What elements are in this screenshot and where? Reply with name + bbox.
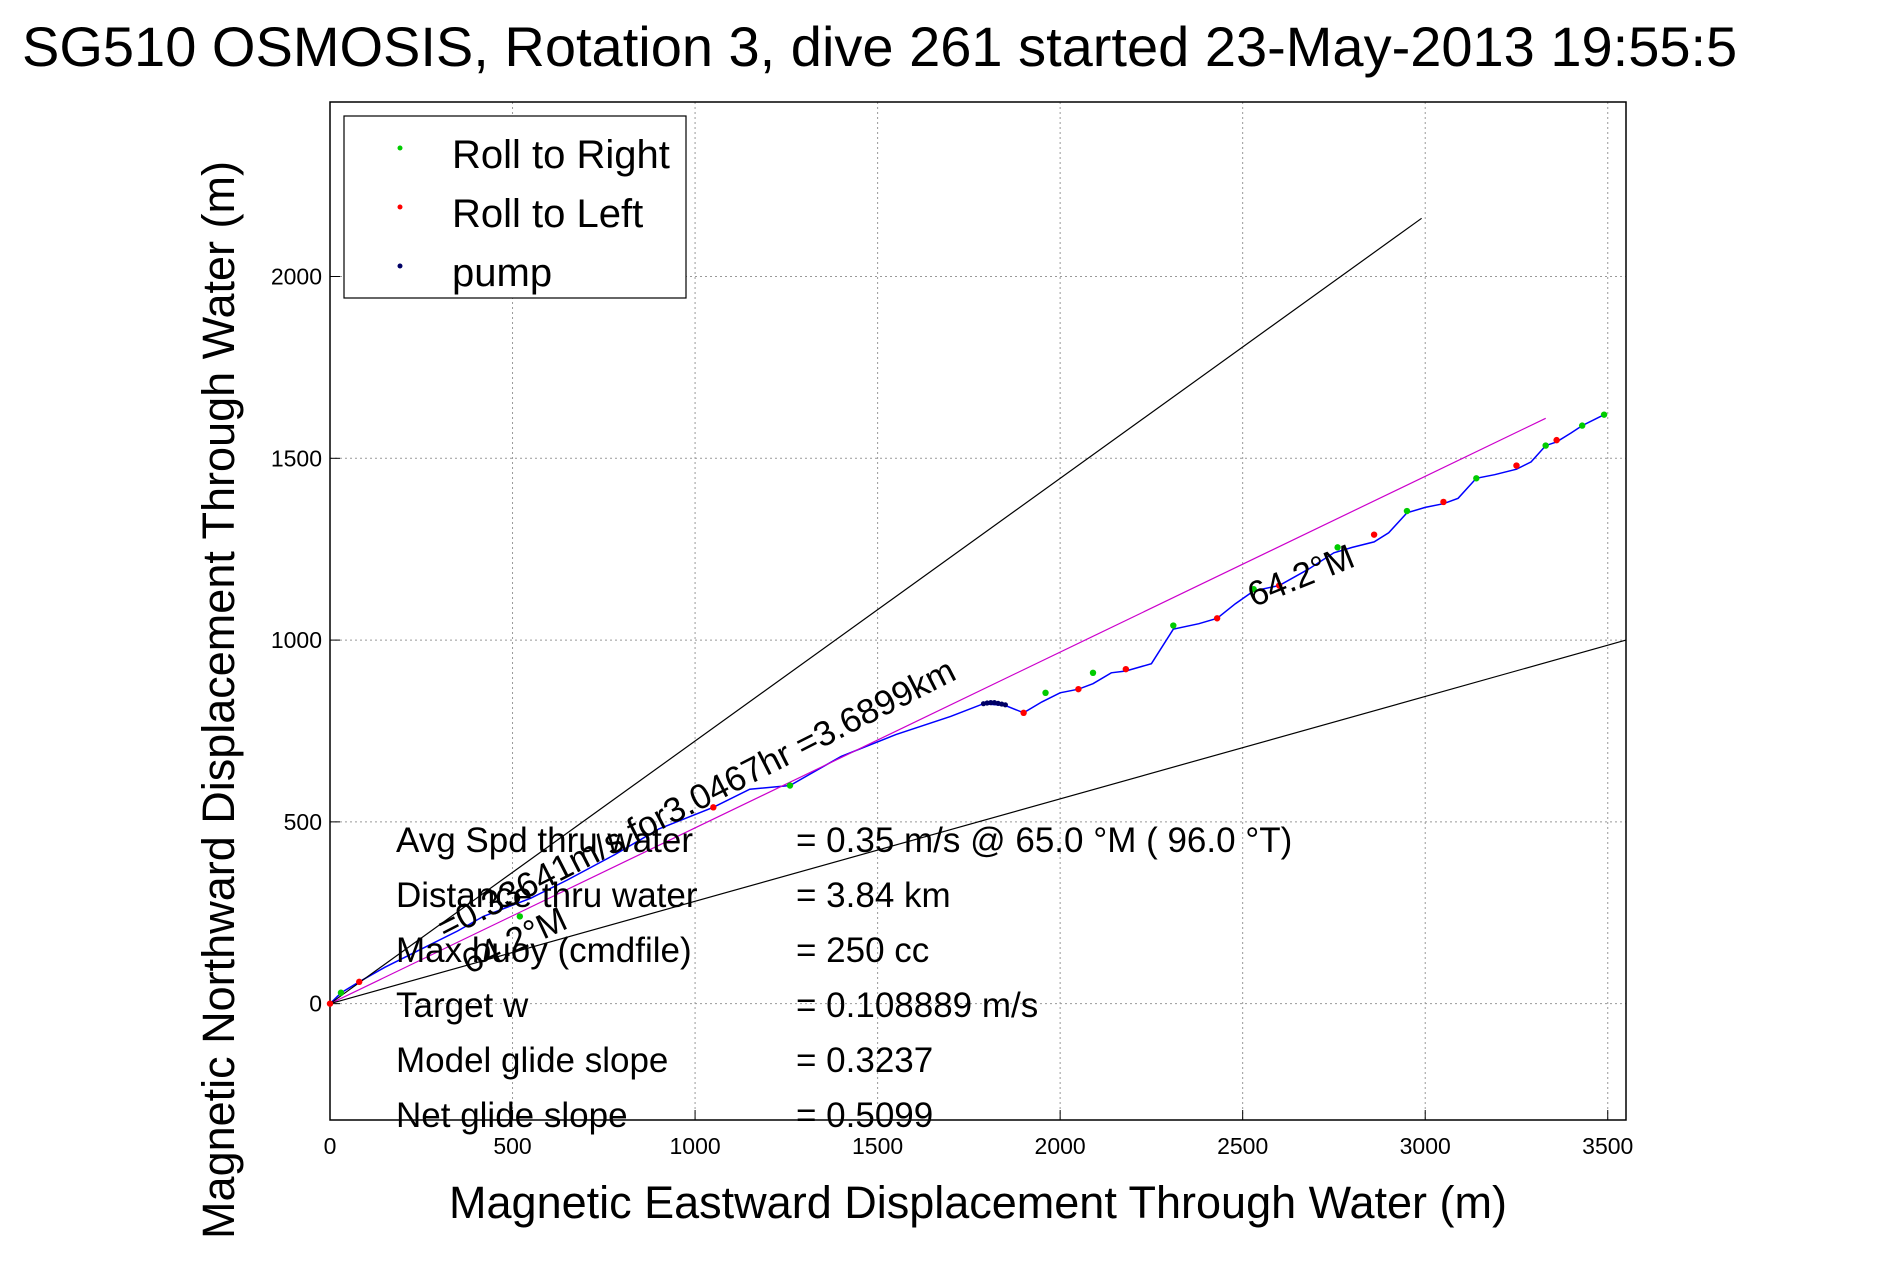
roll-right-point — [1042, 689, 1049, 697]
roll-left-point — [356, 978, 363, 986]
stat-value: = 0.5099 — [796, 1096, 933, 1135]
x-tick-label: 2500 — [1217, 1133, 1268, 1159]
roll-left-point — [1370, 531, 1378, 538]
y-tick-label: 1000 — [271, 627, 322, 653]
annotations: 64.2°M64.2°M=0.33641m/s for3.0467hr =3.6… — [431, 537, 1360, 982]
roll-left-point — [1513, 462, 1520, 469]
pump-point — [988, 700, 994, 706]
mean-heading-line — [329, 417, 1546, 1005]
y-tick-label: 0 — [309, 991, 322, 1017]
y-tick-label: 1500 — [271, 445, 322, 471]
x-tick-label: 1500 — [852, 1133, 903, 1159]
legend-label: pump — [452, 251, 552, 295]
roll-right-point — [786, 782, 794, 789]
roll-left-point — [1440, 498, 1447, 506]
legend-label: Roll to Left — [452, 192, 643, 236]
stat-value: = 0.3237 — [796, 1041, 933, 1080]
roll-left-point — [1553, 436, 1560, 444]
roll-right-point — [1089, 669, 1097, 677]
chart-title: SG510 OSMOSIS, Rotation 3, dive 261 star… — [22, 15, 1737, 78]
roll-right-point — [1578, 422, 1586, 429]
roll-left-point — [1075, 685, 1082, 693]
stat-label: Net glide slope — [396, 1096, 628, 1135]
roll-left-point — [1213, 615, 1221, 622]
envelope-line-upper — [329, 217, 1422, 1005]
legend-marker — [397, 263, 403, 269]
x-tick-label: 3500 — [1582, 1133, 1633, 1159]
x-tick-labels: 0 500 1000 1500 2000 2500 3000 3500 — [324, 1133, 1634, 1159]
stats-block: Avg Spd thru water = 0.35 m/s @ 65.0 °M (… — [396, 821, 1292, 1135]
y-axis-label: Magnetic Northward Displacement Through … — [193, 161, 244, 1239]
axes-box — [329, 101, 1627, 1121]
legend-marker — [397, 204, 403, 210]
legend: Roll to Right Roll to Left pump — [343, 115, 687, 299]
stat-label: Target w — [396, 986, 529, 1025]
stat-value: = 0.35 m/s @ 65.0 °M ( 96.0 °T) — [796, 821, 1292, 860]
stat-label: Max buoy (cmdfile) — [396, 931, 692, 970]
x-axis-label: Magnetic Eastward Displacement Through W… — [449, 1177, 1507, 1228]
roll-right-point — [1403, 507, 1411, 515]
stat-value: = 0.108889 m/s — [796, 986, 1038, 1025]
roll-right-point — [1600, 411, 1608, 418]
y-tick-labels: 0 500 1000 1500 2000 — [271, 264, 322, 1017]
x-tick-label: 1000 — [669, 1133, 720, 1159]
x-tick-label: 3000 — [1400, 1133, 1451, 1159]
stat-label: Model glide slope — [396, 1041, 668, 1080]
roll-right-point — [1334, 544, 1341, 551]
roll-right-point — [1473, 475, 1480, 482]
roll-left-point — [1122, 665, 1130, 673]
stat-label: Avg Spd thru water — [396, 821, 693, 860]
y-tick-label: 2000 — [271, 264, 322, 290]
markers-group — [326, 411, 1608, 1007]
roll-left-point — [1020, 709, 1027, 716]
legend-label: Roll to Right — [452, 133, 670, 177]
y-tick-label: 500 — [284, 809, 322, 835]
stat-label: Distance thru water — [396, 876, 698, 915]
stat-value: = 250 cc — [796, 931, 929, 970]
pump-point — [1002, 702, 1008, 708]
plot-area — [329, 101, 1627, 1121]
x-tick-label: 500 — [493, 1133, 531, 1159]
roll-left-point — [326, 1000, 334, 1007]
annotation: 64.2°M — [1242, 537, 1360, 615]
legend-marker — [397, 145, 403, 151]
roll-left-point — [710, 804, 717, 811]
x-tick-label: 0 — [324, 1133, 337, 1159]
stat-value: = 3.84 km — [796, 876, 951, 915]
x-tick-label: 2000 — [1035, 1133, 1086, 1159]
roll-right-point — [337, 989, 345, 996]
envelope-line-lower — [329, 639, 1627, 1005]
roll-left-point — [1275, 582, 1283, 589]
roll-right-point — [1250, 585, 1257, 593]
roll-right-point — [1170, 622, 1177, 629]
roll-right-point — [516, 913, 524, 920]
roll-right-point — [1542, 442, 1549, 449]
